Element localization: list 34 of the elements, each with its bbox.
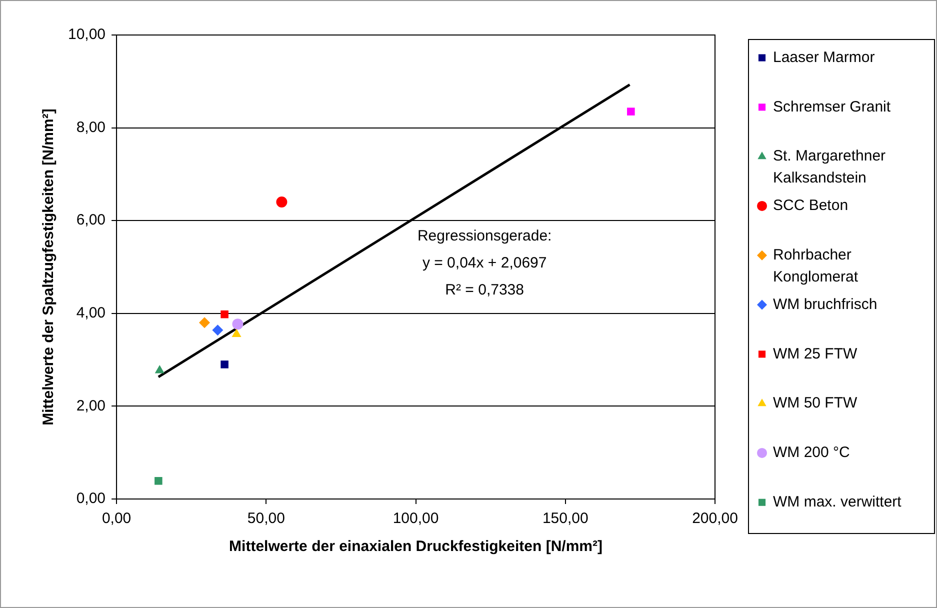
point (154, 477, 162, 485)
x-axis-title: Mittelwerte der einaxialen Druckfestigkeiten [N/mm²] (229, 538, 602, 556)
legend-label: WM 200 °C (773, 444, 850, 462)
y-axis-title: Mittelwerte der Spaltzugfestigkeiten [N/mm²] (40, 108, 58, 426)
x-tick-label: 50,00 (247, 510, 285, 528)
y-tick-label: 2,00 (76, 397, 106, 414)
point (627, 108, 635, 116)
x-tick-label: 150,00 (542, 510, 588, 528)
legend-label: WM max. verwittert (773, 494, 902, 511)
legend-label: Rohrbacher Konglomerat (773, 246, 859, 286)
legend-label: SCC Beton (773, 197, 848, 214)
x-tick-label: 0,00 (102, 510, 132, 528)
point (212, 324, 224, 336)
annotation: Regressionsgerade: y = 0,04x + 2,0697 R² = 0,7338 (417, 228, 552, 299)
point (199, 317, 210, 328)
point (276, 196, 288, 208)
point (232, 328, 242, 338)
point (220, 360, 228, 368)
y-tick-label: 10,00 (68, 26, 106, 44)
legend-label: WM bruchfrisch (773, 296, 878, 313)
point (220, 310, 228, 318)
y-tick-label: 6,00 (76, 212, 106, 229)
x-tick-label: 100,00 (392, 510, 439, 528)
y-tick-label: 4,00 (76, 304, 106, 322)
y-tick-label: 0,00 (76, 490, 106, 508)
legend-label: WM 50 FTW (773, 394, 858, 412)
legend-label: Laaser Marmor (773, 48, 875, 66)
point (232, 318, 244, 330)
point (154, 364, 164, 374)
legend-label: St. Margarethner Kalksandstein (773, 148, 886, 187)
legend-label: Schremser Granit (773, 98, 892, 116)
x-tick-label: 200,00 (692, 510, 738, 528)
y-tick-label: 8,00 (76, 118, 106, 136)
legend-label: WM 25 FTW (773, 345, 858, 362)
